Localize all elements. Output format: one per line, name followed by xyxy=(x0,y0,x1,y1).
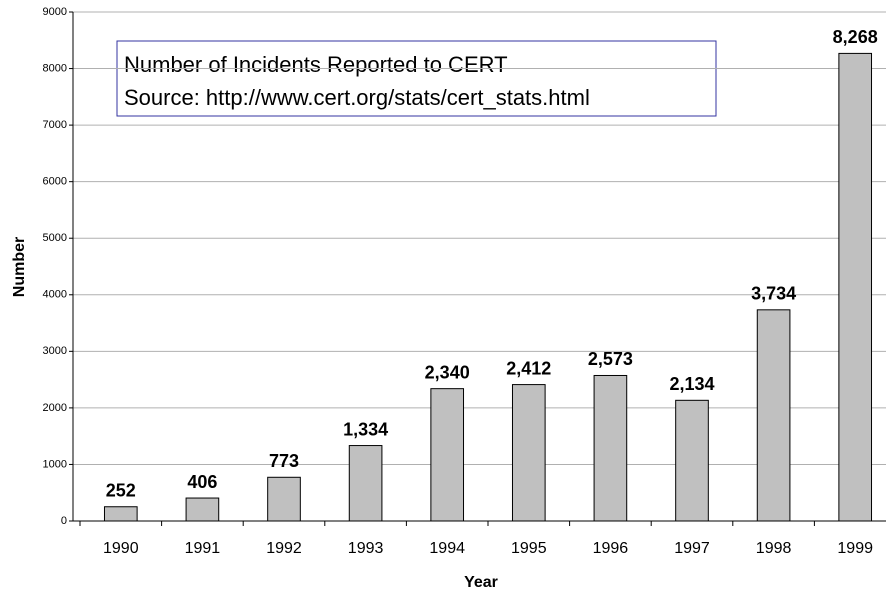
y-tick-label: 1000 xyxy=(43,458,67,470)
y-tick-label: 5000 xyxy=(43,232,67,244)
y-tick-label: 3000 xyxy=(43,345,67,357)
x-tick-label: 1997 xyxy=(674,540,710,557)
bar xyxy=(267,476,301,522)
y-tick-label: 8000 xyxy=(43,62,67,74)
x-tick-label: 1992 xyxy=(266,540,302,557)
bar xyxy=(185,497,220,522)
y-tick-label: 2000 xyxy=(43,402,67,414)
bar xyxy=(430,388,465,522)
x-tick-label: 1995 xyxy=(511,540,547,557)
value-label: 2,134 xyxy=(669,374,714,394)
x-tick-label: 1993 xyxy=(348,540,384,557)
y-tick-label: 4000 xyxy=(43,289,67,301)
value-label: 2,573 xyxy=(588,349,633,369)
bar xyxy=(838,52,873,522)
x-tick-label: 1998 xyxy=(756,540,792,557)
bar xyxy=(675,399,709,522)
x-tick-label: 1996 xyxy=(593,540,629,557)
y-tick-label: 9000 xyxy=(43,6,67,18)
bar xyxy=(593,374,628,522)
y-tick-label: 0 xyxy=(61,515,67,527)
x-tick-label: 1994 xyxy=(429,540,465,557)
y-tick-label: 7000 xyxy=(43,119,67,131)
bar xyxy=(511,384,546,522)
value-label: 8,268 xyxy=(833,27,878,47)
value-label: 2,340 xyxy=(425,362,470,382)
x-tick-label: 1990 xyxy=(103,540,139,557)
value-label: 406 xyxy=(187,472,217,492)
x-axis-label: Year xyxy=(464,574,498,591)
x-tick-label: 1991 xyxy=(185,540,221,557)
value-label: 773 xyxy=(269,451,299,471)
value-label: 2,412 xyxy=(506,358,551,378)
annotation: Source: http://www.cert.org/stats/cert_s… xyxy=(124,85,590,110)
bar xyxy=(103,506,138,522)
value-label: 252 xyxy=(106,480,136,500)
y-axis-label: Number xyxy=(11,237,28,297)
bar xyxy=(756,309,791,522)
value-label: 3,734 xyxy=(751,284,796,304)
y-tick-label: 6000 xyxy=(43,176,67,188)
annotation-box xyxy=(116,40,717,117)
x-tick-label: 1999 xyxy=(837,540,873,557)
bar xyxy=(348,445,383,522)
annotation: Number of Incidents Reported to CERT xyxy=(124,52,508,77)
value-label: 1,334 xyxy=(343,419,388,439)
